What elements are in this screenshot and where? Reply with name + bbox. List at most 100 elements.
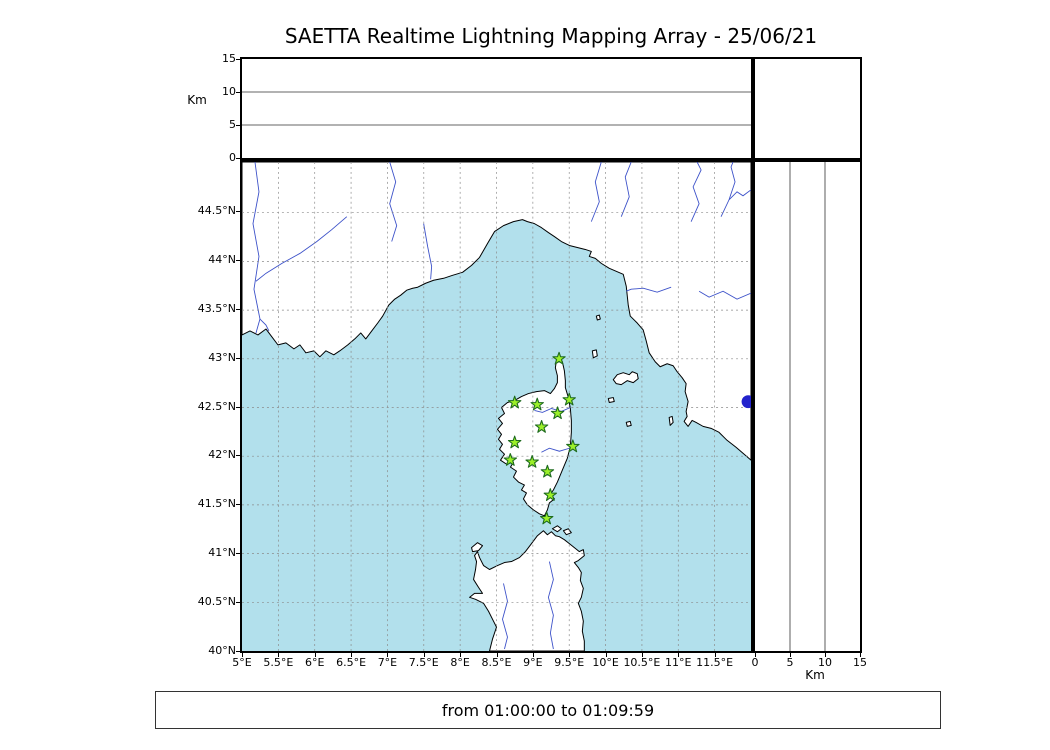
station-star-icon — [543, 488, 558, 501]
altitude-tick — [790, 653, 791, 657]
lon-tick-label: 7.5°E — [408, 656, 439, 669]
altitude-tick-label: 10 — [818, 656, 832, 669]
land-maddalena-1 — [551, 525, 562, 533]
edge-marker-dot — [741, 395, 751, 409]
lat-tick-label: 44°N — [208, 252, 236, 266]
lon-tick — [387, 653, 389, 657]
river-14 — [534, 407, 571, 413]
river-6 — [620, 162, 632, 217]
lat-tick — [236, 406, 240, 408]
land-asinara — [471, 542, 484, 553]
altitude-tick-label: 0 — [229, 151, 236, 164]
lon-tick — [641, 653, 643, 657]
lat-tick — [236, 308, 240, 310]
lon-tick-label: 9°E — [523, 656, 543, 669]
river-3 — [389, 162, 398, 242]
land-elba — [612, 371, 639, 386]
river-4 — [423, 223, 433, 280]
lon-tick-label: 6.5°E — [336, 656, 367, 669]
land-giglio — [668, 415, 674, 426]
river-5 — [590, 162, 602, 222]
lon-tick-label: 8°E — [450, 656, 470, 669]
river-1 — [259, 318, 270, 332]
lon-tick-label: 10°E — [592, 656, 619, 669]
lat-tick-label: 42.5°N — [197, 399, 236, 413]
map-panel — [240, 160, 753, 653]
station-star-icon — [507, 435, 522, 449]
corner-panel — [753, 57, 862, 160]
station-star-icon — [552, 351, 566, 365]
lat-tick — [236, 357, 240, 359]
lon-tick — [314, 653, 316, 657]
lon-tick — [605, 653, 607, 657]
altitude-tick — [236, 59, 240, 60]
altitude-longitude-plot — [242, 91, 751, 126]
station-star-icon — [525, 455, 539, 468]
lon-tick — [496, 653, 498, 657]
geographic-map — [242, 162, 751, 651]
km-label-altitude-axis: Km — [187, 93, 207, 107]
lon-tick — [351, 653, 353, 657]
lat-tick-label: 41.5°N — [197, 497, 236, 511]
station-star-icon — [540, 464, 555, 478]
lon-tick — [678, 653, 680, 657]
lat-tick — [236, 210, 240, 212]
river-15 — [541, 447, 570, 453]
altitude-tick-label: 15 — [853, 656, 867, 669]
lon-tick — [569, 653, 571, 657]
lat-tick — [236, 602, 240, 604]
lat-tick — [236, 455, 240, 457]
river-10 — [698, 290, 751, 300]
altitude-tick — [755, 653, 756, 657]
river-2 — [255, 216, 348, 282]
status-text: from 01:00:00 to 01:09:59 — [441, 700, 655, 720]
lon-tick-label: 5°E — [232, 656, 252, 669]
lat-tick-label: 43°N — [208, 350, 236, 364]
lon-tick — [242, 653, 243, 657]
lon-tick — [460, 653, 462, 657]
lon-tick — [714, 653, 716, 657]
land-capraia — [591, 349, 598, 359]
figure-title: SAETTA Realtime Lightning Mapping Array … — [284, 24, 818, 48]
lon-tick-label: 8.5°E — [481, 656, 512, 669]
lat-tick — [236, 504, 240, 506]
altitude-tick — [825, 653, 826, 657]
land-sardinia — [469, 530, 585, 651]
station-star-icon — [566, 439, 580, 453]
river-0 — [252, 162, 261, 334]
river-11 — [626, 286, 672, 293]
lat-tick-label: 43.5°N — [197, 301, 236, 315]
altitude-tick — [236, 158, 240, 159]
station-star-icon — [562, 392, 576, 406]
land-montecristo — [625, 420, 632, 427]
lon-tick — [278, 653, 280, 657]
lon-tick-label: 9.5°E — [554, 656, 585, 669]
lat-tick-label: 44.5°N — [197, 203, 236, 217]
river-9 — [728, 189, 751, 201]
altitude-latitude-plot — [789, 162, 826, 651]
lon-tick-label: 6°E — [304, 656, 325, 669]
station-star-icon — [507, 395, 522, 409]
altitude-latitude-panel — [753, 160, 862, 653]
km-label-right-axis: Km — [805, 668, 825, 682]
land-mainland — [242, 162, 751, 461]
station-star-icon — [550, 406, 565, 420]
altitude-tick — [236, 125, 240, 126]
land-pianosa — [607, 397, 615, 404]
lat-tick-label: 41°N — [208, 546, 236, 560]
lat-tick-label: 42°N — [208, 448, 236, 462]
station-star-icon — [534, 419, 549, 433]
lat-tick-label: 40.5°N — [197, 595, 236, 609]
lon-tick-label: 10.5°E — [623, 656, 661, 669]
altitude-tick — [860, 653, 861, 657]
lat-tick — [236, 259, 240, 261]
river-12 — [547, 561, 554, 650]
station-star-icon — [530, 397, 544, 411]
altitude-tick-label: 5 — [229, 118, 236, 131]
altitude-tick-label: 15 — [222, 52, 236, 65]
altitude-tick-label: 5 — [786, 656, 794, 669]
lon-tick — [532, 653, 534, 657]
altitude-tick — [236, 92, 240, 93]
lon-tick-label: 11°E — [665, 656, 692, 669]
status-box: from 01:00:00 to 01:09:59 — [155, 691, 941, 729]
